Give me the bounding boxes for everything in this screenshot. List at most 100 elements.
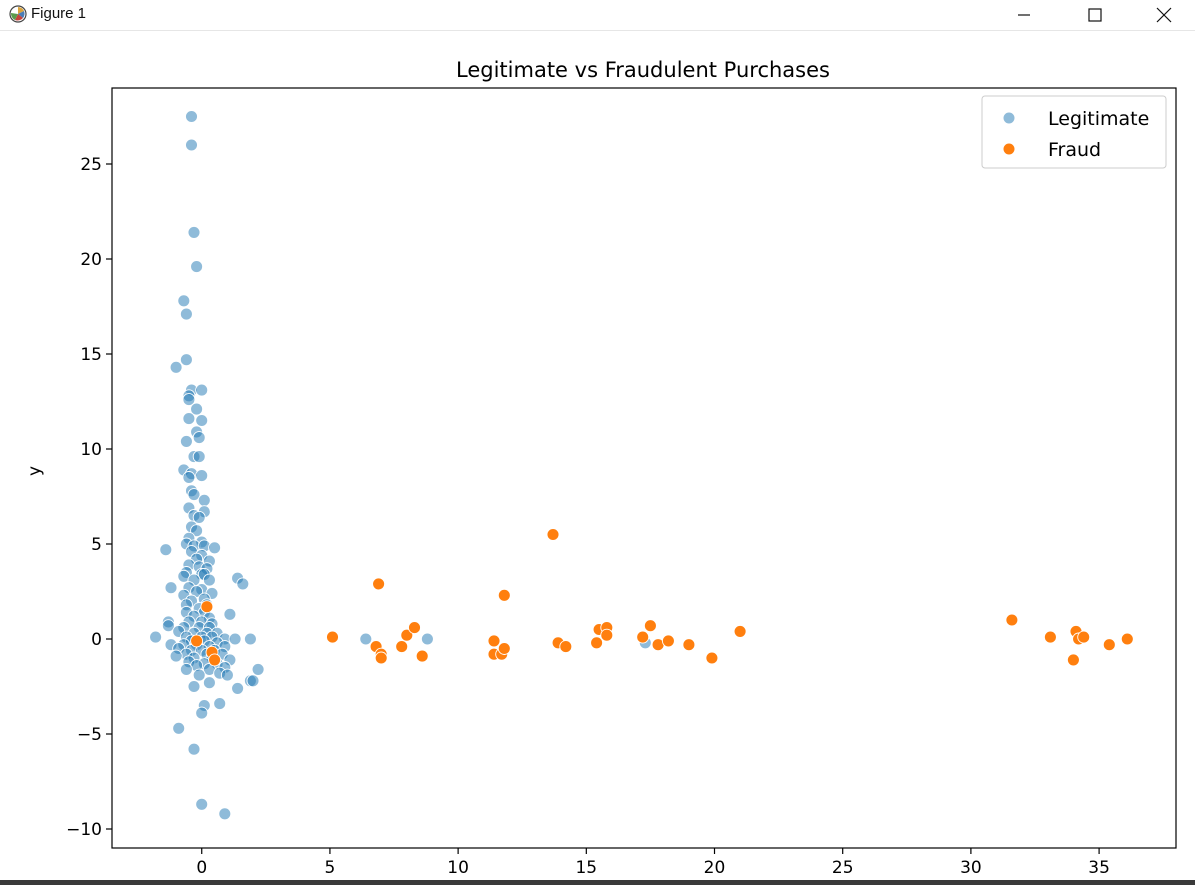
maximize-icon	[1088, 8, 1102, 22]
point-legitimate	[228, 632, 242, 646]
point-fraud	[497, 588, 511, 602]
point-legitimate	[202, 573, 216, 587]
close-icon	[1156, 7, 1172, 23]
point-legitimate	[161, 619, 175, 633]
point-legitimate	[149, 630, 163, 644]
point-legitimate	[236, 577, 250, 591]
point-legitimate	[190, 260, 204, 274]
window-title: Figure 1	[31, 5, 87, 22]
window-titlebar: Figure 1	[0, 0, 1195, 31]
point-fraud	[190, 634, 204, 648]
x-tick-label: 5	[325, 858, 336, 878]
x-tick-label: 20	[704, 858, 726, 878]
point-fraud	[395, 640, 409, 654]
minimize-button[interactable]	[1001, 0, 1047, 30]
scatter-chart: Legitimate vs Fraudulent Purchases y 0 5 1…	[25, 58, 1177, 878]
point-legitimate	[202, 676, 216, 690]
point-fraud	[705, 651, 719, 665]
y-tick-label: 15	[80, 345, 102, 365]
bottom-bar	[0, 880, 1195, 885]
y-tick-label: −5	[77, 725, 102, 745]
point-fraud	[326, 630, 339, 644]
point-legitimate	[187, 680, 201, 693]
point-legitimate	[420, 632, 434, 646]
y-axis-label: y	[25, 466, 45, 476]
point-legitimate	[190, 402, 204, 416]
point-legitimate	[179, 307, 193, 321]
point-fraud	[415, 649, 429, 663]
close-button[interactable]	[1141, 0, 1187, 30]
point-fraud	[1077, 630, 1091, 644]
point-legitimate	[208, 541, 222, 555]
legend: Legitimate Fraud	[981, 95, 1167, 169]
point-fraud	[400, 628, 414, 642]
point-legitimate	[164, 581, 178, 595]
x-tick-label: 10	[447, 858, 469, 878]
y-tick-label: −10	[66, 820, 102, 840]
point-fraud	[600, 628, 614, 642]
y-tick-label: 20	[80, 250, 102, 270]
point-fraud	[487, 634, 501, 648]
point-legitimate	[190, 524, 204, 538]
point-legitimate	[197, 493, 211, 507]
point-fraud	[1102, 638, 1116, 652]
y-tick-label: 10	[80, 440, 102, 460]
point-legitimate	[359, 632, 373, 646]
point-legitimate	[179, 662, 193, 676]
point-legitimate	[195, 383, 209, 397]
legend-marker-legitimate	[1002, 111, 1016, 125]
y-tick-label: 5	[91, 535, 102, 555]
point-legitimate	[192, 668, 206, 682]
point-legitimate	[187, 225, 201, 239]
point-legitimate	[185, 138, 198, 152]
point-legitimate	[192, 510, 206, 524]
x-tick-label: 25	[832, 858, 854, 878]
point-fraud	[1066, 653, 1080, 667]
point-legitimate	[182, 393, 196, 407]
legend-label-legitimate: Legitimate	[1048, 108, 1149, 130]
point-fraud	[200, 600, 214, 614]
point-legitimate	[195, 469, 209, 483]
maximize-button[interactable]	[1072, 0, 1118, 30]
x-tick-label: 0	[196, 858, 207, 878]
point-legitimate	[223, 607, 237, 621]
point-legitimate	[182, 471, 196, 484]
point-legitimate	[218, 807, 232, 821]
point-legitimate	[182, 412, 196, 426]
point-legitimate	[192, 450, 206, 464]
point-legitimate	[246, 674, 260, 688]
matplotlib-icon	[9, 5, 27, 23]
point-fraud	[733, 624, 747, 638]
point-fraud	[374, 651, 388, 665]
point-fraud	[408, 621, 421, 635]
point-fraud	[208, 653, 222, 667]
ticks-layer: 0 5 10 15 20 25 30 35 −10 −5 0 5 10 15 20 25	[66, 155, 1110, 878]
point-legitimate	[187, 488, 201, 502]
x-tick-label: 35	[1088, 858, 1110, 878]
point-legitimate	[169, 360, 183, 374]
point-legitimate	[187, 742, 201, 756]
point-legitimate	[231, 681, 245, 695]
point-legitimate	[213, 697, 227, 711]
point-fraud	[559, 640, 573, 654]
minimize-icon	[1018, 14, 1030, 16]
point-legitimate	[159, 543, 173, 557]
points-layer	[149, 110, 1134, 821]
legend-label-fraud: Fraud	[1048, 139, 1101, 161]
point-legitimate	[177, 294, 191, 308]
point-legitimate	[192, 431, 206, 445]
point-fraud	[682, 638, 696, 652]
point-fraud	[546, 528, 560, 541]
point-fraud	[1043, 630, 1057, 644]
point-fraud	[372, 577, 386, 591]
point-legitimate	[220, 668, 234, 682]
point-legitimate	[179, 434, 193, 448]
point-legitimate	[251, 662, 265, 676]
point-fraud	[643, 619, 657, 633]
point-fraud	[1005, 613, 1019, 627]
legend-box	[981, 95, 1167, 169]
point-legitimate	[169, 649, 183, 663]
chart-title: Legitimate vs Fraudulent Purchases	[456, 58, 830, 82]
point-fraud	[636, 630, 650, 644]
point-legitimate	[195, 706, 209, 720]
